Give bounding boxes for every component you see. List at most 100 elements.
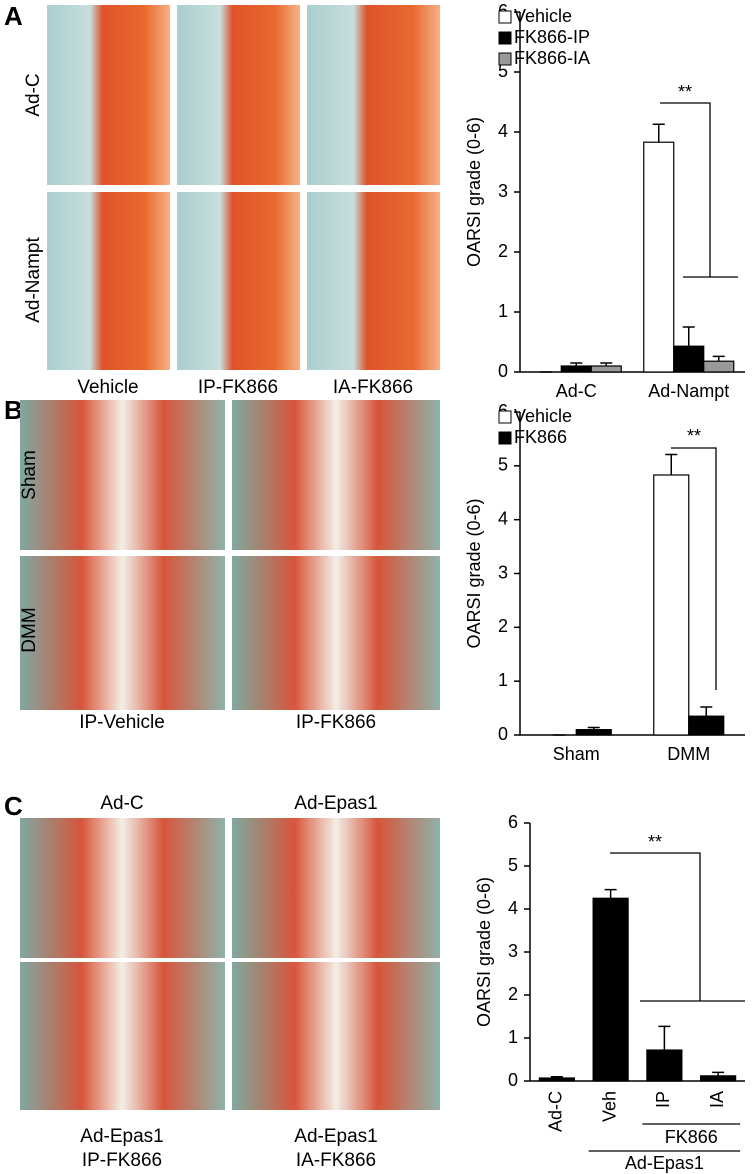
y-tick-label: 3 (498, 562, 508, 582)
significance-bracket (660, 102, 711, 277)
row-label: Ad-C (23, 73, 44, 116)
image-label: Ad-C (100, 793, 143, 814)
bar (538, 1077, 575, 1082)
error-bar (665, 453, 678, 475)
y-tick-label: 2 (498, 241, 508, 261)
x-tick-label: Ad-C (556, 381, 597, 401)
histology-image (177, 192, 300, 370)
image-label: Ad-Epas1 (294, 793, 377, 814)
y-axis-label: OARSI grade (0-6) (464, 117, 484, 267)
x-tick-label: Sham (553, 744, 600, 764)
annotation: ** (678, 82, 692, 102)
row-label: Sham (19, 450, 40, 500)
y-tick-label: 1 (508, 1027, 518, 1047)
histology-image (177, 5, 300, 185)
error-bar (682, 326, 695, 347)
bar (700, 1075, 737, 1082)
y-tick-label: 5 (508, 855, 518, 875)
column-label: IP-FK866 (198, 377, 278, 398)
x-tick-label: Veh (599, 1091, 619, 1122)
histology-image (20, 962, 225, 1110)
column-label: IP-FK866 (296, 712, 376, 733)
group-label: FK866 (665, 1127, 718, 1147)
annotation: ** (648, 832, 662, 852)
bar (590, 365, 622, 373)
legend-swatch (498, 10, 512, 24)
histology-image (307, 5, 440, 185)
error-bar (712, 1071, 725, 1076)
significance-bracket (671, 447, 717, 690)
histology-image (232, 400, 440, 550)
legend-swatch (498, 52, 512, 66)
error-bar (652, 123, 665, 143)
error-bar (600, 362, 613, 366)
y-tick-label: 0 (498, 724, 508, 744)
legend-swatch (498, 31, 512, 45)
y-tick-label: 5 (498, 61, 508, 81)
histology-image (232, 556, 440, 710)
error-bar (604, 888, 617, 899)
legend-label: FK866-IP (514, 27, 590, 47)
y-tick-label: 2 (498, 616, 508, 636)
image-label: Ad-Epas1 (80, 1126, 163, 1147)
y-tick-label: 3 (508, 941, 518, 961)
image-label: IP-FK866 (82, 1150, 162, 1171)
histology-image (20, 818, 225, 958)
row-label: Ad-Nampt (23, 237, 44, 323)
y-tick-label: 0 (508, 1070, 518, 1090)
bar (688, 715, 725, 736)
column-label: IA-FK866 (333, 377, 413, 398)
x-tick-label: IP (653, 1091, 673, 1108)
y-tick-label: 1 (498, 301, 508, 321)
y-tick-label: 0 (498, 361, 508, 381)
bar (673, 345, 705, 373)
error-bar (700, 706, 713, 717)
panel-label: C (4, 791, 23, 821)
error-bar (550, 1075, 563, 1078)
y-tick-label: 1 (498, 670, 508, 690)
y-tick-label: 4 (498, 508, 508, 528)
histology-image (20, 400, 225, 550)
y-tick-label: 6 (508, 812, 518, 832)
histology-image (232, 962, 440, 1110)
histology-image (47, 5, 170, 185)
column-label: Vehicle (77, 377, 138, 398)
legend-swatch (498, 431, 512, 445)
histology-image (232, 818, 440, 958)
significance-bracket (610, 852, 701, 1001)
histology-image (47, 192, 170, 370)
panel-label: B (4, 395, 23, 425)
column-label: IP-Vehicle (79, 712, 165, 733)
error-bar (658, 1025, 671, 1051)
y-axis-label: OARSI grade (0-6) (474, 877, 494, 1027)
annotation: ** (687, 426, 701, 446)
legend-label: Vehicle (514, 6, 572, 26)
legend-label: FK866-IA (514, 48, 590, 68)
panel-label: A (4, 1, 23, 31)
bar (703, 360, 735, 373)
bar (643, 141, 675, 373)
histology-image (20, 556, 225, 710)
error-bar (570, 362, 583, 366)
legend-label: FK866 (514, 427, 567, 447)
x-tick-label: Ad-C (546, 1091, 566, 1132)
y-tick-label: 5 (498, 455, 508, 475)
y-tick-label: 4 (498, 121, 508, 141)
x-tick-label: Ad-Nampt (648, 381, 729, 401)
bar (560, 365, 592, 373)
error-bar (712, 355, 725, 362)
y-tick-label: 3 (498, 181, 508, 201)
bar (575, 729, 612, 736)
histology-image (307, 192, 440, 370)
x-tick-label: DMM (667, 744, 710, 764)
image-label: IA-FK866 (296, 1150, 376, 1171)
y-axis-label: OARSI grade (0-6) (464, 498, 484, 648)
bar (646, 1049, 683, 1082)
error-bar (587, 726, 600, 730)
legend-swatch (498, 410, 512, 424)
x-tick-label: IA (707, 1091, 727, 1108)
y-tick-label: 4 (508, 898, 518, 918)
bar (592, 897, 629, 1082)
image-label: Ad-Epas1 (294, 1126, 377, 1147)
